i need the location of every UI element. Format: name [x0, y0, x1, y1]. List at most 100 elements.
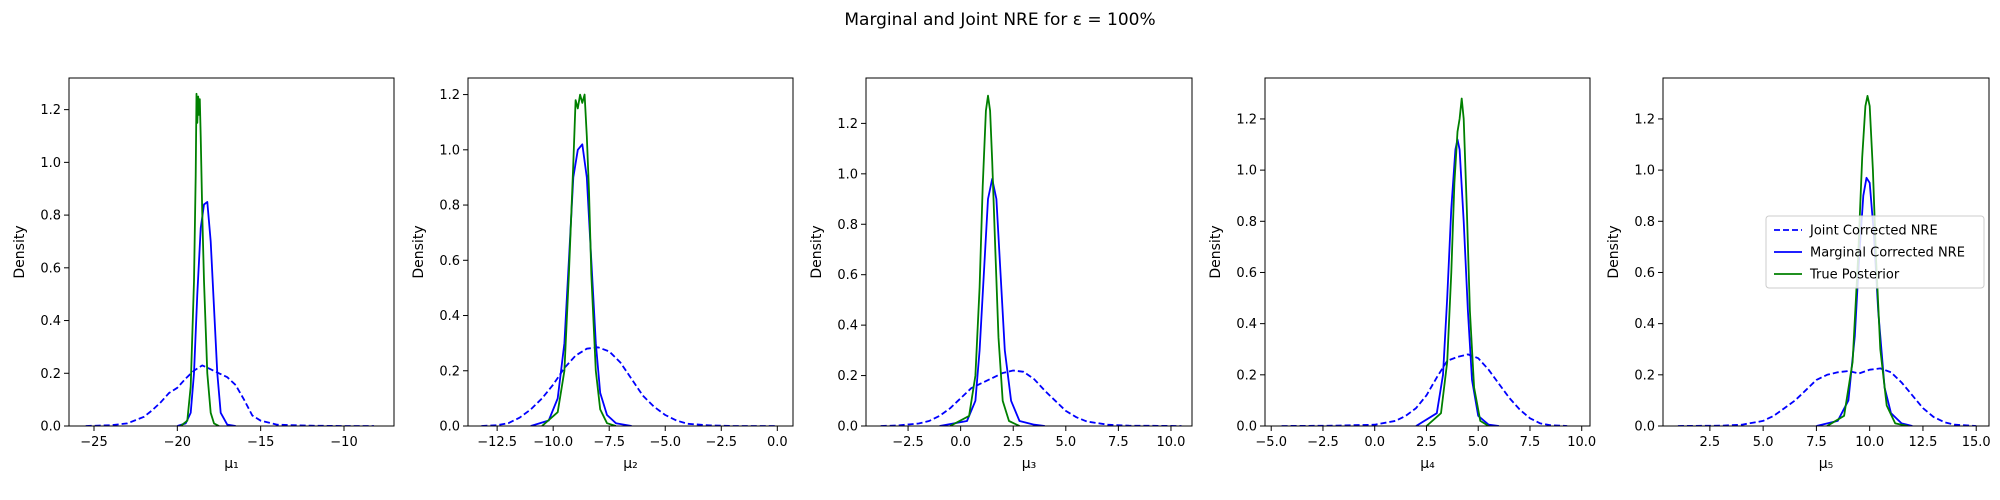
subplot-4: −5.0 −2.5 0.0 2.5 5.0 7.5 10.0 0.0 0.2 0.4 0.6 0.8 1… — [1208, 77, 1596, 472]
y-tick-label: 1.0 — [1236, 164, 1257, 179]
series-line-2 — [1415, 138, 1500, 426]
x-tick-label: −5.0 — [1255, 435, 1287, 450]
y-tick-label: 0.2 — [439, 364, 460, 379]
figure-title: Marginal and Joint NRE for ε = 100% — [844, 10, 1156, 30]
series-line-1 — [85, 364, 374, 426]
x-tick-label: 0.0 — [950, 435, 971, 450]
x-tick-label: −10 — [330, 435, 357, 450]
series-line-1 — [1281, 353, 1568, 426]
y-tick-label: 0.0 — [837, 420, 858, 435]
legend-label: Marginal Corrected NRE — [1810, 246, 1965, 261]
y-tick-label: 0.4 — [439, 309, 460, 324]
subplot-2: −12.5 −10.0 −7.5 −5.0 −2.5 0.0 0.0 0.2 0.4 0.6 0.8… — [411, 77, 794, 472]
x-tick-label: −15 — [247, 435, 274, 450]
y-axis-label: Density — [411, 225, 427, 278]
series-line-3 — [1425, 97, 1490, 426]
x-tick-label: 2.5 — [1700, 435, 1721, 450]
y-tick-label: 0.2 — [1634, 368, 1655, 383]
y-axis-label: Density — [1208, 225, 1224, 278]
series-line-1 — [880, 369, 1182, 426]
x-tick-label: 2.5 — [1003, 435, 1024, 450]
y-tick-label: 1.2 — [40, 103, 61, 118]
y-tick-label: 0.2 — [837, 369, 858, 384]
y-tick-label: 0.8 — [40, 209, 61, 224]
series-line-2 — [1816, 176, 1913, 426]
y-tick-label: 0.8 — [837, 218, 858, 233]
legend: Joint Corrected NRE Marginal Corrected NR… — [1765, 215, 1985, 289]
y-tick-label: 0.8 — [1634, 215, 1655, 230]
y-axis-label: Density — [12, 225, 28, 278]
series-line-2 — [530, 143, 632, 426]
y-tick-label: 1.2 — [439, 88, 460, 103]
x-tick-label: −2.5 — [892, 435, 924, 450]
y-tick-label: 1.0 — [439, 143, 460, 158]
y-tick-label: 0.8 — [1236, 215, 1257, 230]
y-tick-label: 0.4 — [1236, 317, 1257, 332]
x-tick-label: −10.0 — [533, 435, 573, 450]
x-tick-label: 7.5 — [1520, 435, 1541, 450]
y-axis-label: Density — [1606, 225, 1622, 278]
x-tick-label: −2.5 — [705, 435, 737, 450]
x-tick-label: −5.0 — [649, 435, 681, 450]
subplot-1: −25 −20 −15 −10 0.0 0.2 0.4 0.6 0.8 1.0 1.2 μ₁ Densi… — [12, 77, 395, 472]
series-line-3 — [1826, 95, 1909, 426]
x-tick-label: −12.5 — [477, 435, 517, 450]
y-tick-label: 0.6 — [1634, 266, 1655, 281]
axes-frame — [1662, 77, 1990, 427]
y-tick-label: 1.0 — [40, 156, 61, 171]
y-tick-label: 1.0 — [837, 167, 858, 182]
x-tick-label: 5.0 — [1753, 435, 1774, 450]
x-axis-label: μ₂ — [623, 456, 638, 472]
axes-frame — [467, 77, 794, 427]
y-tick-label: 1.2 — [1236, 112, 1257, 127]
y-tick-label: 0.2 — [1236, 368, 1257, 383]
x-tick-label: 10.0 — [1567, 435, 1596, 450]
axes-frame — [1264, 77, 1591, 427]
x-tick-label: −2.5 — [1307, 435, 1339, 450]
y-tick-label: 1.2 — [837, 117, 858, 132]
y-tick-label: 0.6 — [40, 261, 61, 276]
subplot-3: −2.5 0.0 2.5 5.0 7.5 10.0 0.0 0.2 0.4 0.6 0.8 1.0 1.… — [809, 77, 1193, 472]
series-line-3 — [541, 93, 617, 426]
y-tick-label: 0.0 — [40, 420, 61, 435]
x-axis-label: μ₃ — [1022, 456, 1037, 472]
x-axis-label: μ₄ — [1420, 456, 1435, 472]
series-line-2 — [177, 200, 236, 426]
y-tick-label: 0.0 — [439, 420, 460, 435]
y-tick-label: 0.8 — [439, 199, 460, 214]
y-axis-label: Density — [809, 225, 825, 278]
axes-frame — [865, 77, 1193, 427]
y-tick-label: 0.6 — [837, 268, 858, 283]
series-line-3 — [180, 92, 220, 426]
series-line-2 — [939, 177, 1045, 426]
x-axis-label: μ₅ — [1819, 456, 1834, 472]
x-tick-label: 10.0 — [1156, 435, 1185, 450]
x-tick-label: 2.5 — [1416, 435, 1437, 450]
y-tick-label: 0.4 — [837, 319, 858, 334]
series-line-3 — [949, 94, 1020, 426]
x-tick-label: 10.0 — [1855, 435, 1884, 450]
y-tick-label: 1.0 — [1634, 164, 1655, 179]
y-tick-label: 1.2 — [1634, 112, 1655, 127]
x-axis-label: μ₁ — [224, 456, 239, 472]
x-tick-label: 7.5 — [1108, 435, 1129, 450]
x-tick-label: 5.0 — [1468, 435, 1489, 450]
x-tick-label: −20 — [164, 435, 191, 450]
x-tick-label: 15.0 — [1962, 435, 1991, 450]
legend-frame — [1765, 215, 1985, 289]
x-tick-label: −25 — [80, 435, 107, 450]
legend-label: True Posterior — [1809, 268, 1900, 283]
axes-frame — [68, 77, 395, 427]
y-tick-label: 0.2 — [40, 367, 61, 382]
x-tick-label: 12.5 — [1908, 435, 1937, 450]
y-tick-label: 0.0 — [1634, 420, 1655, 435]
series-line-1 — [1677, 367, 1977, 426]
series-line-1 — [481, 346, 776, 426]
y-tick-label: 0.0 — [1236, 420, 1257, 435]
y-tick-label: 0.6 — [1236, 266, 1257, 281]
y-tick-label: 0.4 — [1634, 317, 1655, 332]
y-tick-label: 0.6 — [439, 254, 460, 269]
x-tick-label: 5.0 — [1055, 435, 1076, 450]
x-tick-label: 7.5 — [1806, 435, 1827, 450]
